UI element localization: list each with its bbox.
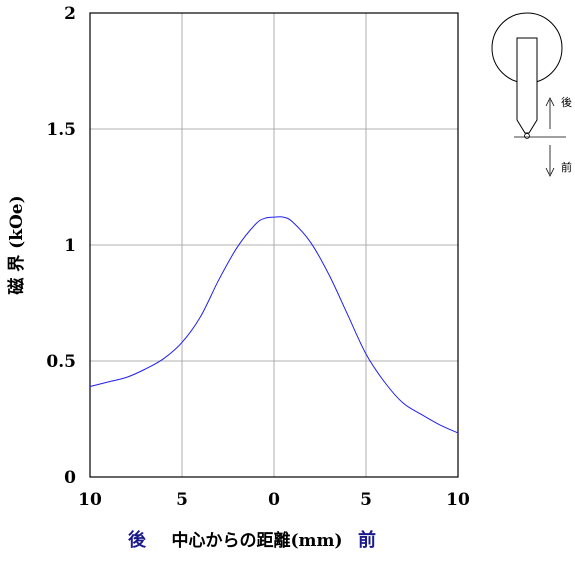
y-axis-label: 磁 界 (kOe) xyxy=(6,195,27,294)
probe-tip xyxy=(524,133,530,139)
y-tick-label: 2 xyxy=(64,4,76,24)
y-tick-label: 0 xyxy=(64,468,76,488)
front-arrow-icon xyxy=(545,167,555,177)
inset-label-front: 前 xyxy=(561,160,572,174)
x-tick-label: 10 xyxy=(78,490,102,510)
series-lines xyxy=(89,216,459,434)
y-tick-label: 1.5 xyxy=(46,120,76,140)
y-tick-labels: 0 0.5 1 1.5 2 xyxy=(46,4,76,488)
back-arrow-icon xyxy=(545,97,555,107)
x-axis-label-center: 中心からの距離(mm) xyxy=(171,530,342,551)
grid-lines xyxy=(90,13,458,477)
series-line xyxy=(89,216,459,434)
x-tick-label: 10 xyxy=(446,490,470,510)
x-axis-label-front: 前 xyxy=(358,529,376,551)
probe-shape xyxy=(516,37,538,134)
x-tick-label: 5 xyxy=(360,490,372,510)
y-tick-label: 1 xyxy=(64,236,76,256)
x-tick-labels: 10 5 0 5 10 xyxy=(78,490,470,510)
inset-label-back: 後 xyxy=(561,95,572,109)
y-tick-label: 0.5 xyxy=(46,352,76,372)
x-tick-label: 0 xyxy=(268,490,280,510)
head-position-inset: 後 前 xyxy=(491,12,572,177)
x-axis-label-back: 後 xyxy=(128,529,147,551)
plot-area-frame xyxy=(89,12,459,478)
x-tick-label: 5 xyxy=(176,490,188,510)
